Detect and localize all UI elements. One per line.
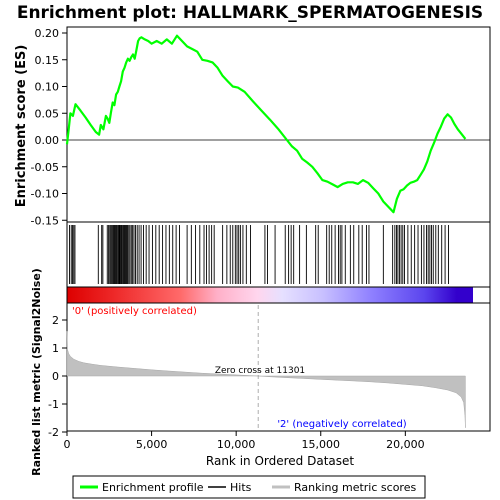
metric-y-axis: 2 1 0 -1 -2 [48,314,67,439]
metric-x-tick-label: 0 [64,438,71,451]
es-y-axis-label: Enrichment score (ES) [14,45,29,208]
metric-x-axis: 0 5,000 10,000 15,000 20,000 [64,431,425,451]
enrichment-profile-line [65,34,467,214]
es-y-tick-label: -0.10 [31,188,59,201]
negative-correlation-label: '2' (negatively correlated) [277,419,406,430]
metric-y-tick-label: -1 [48,398,59,411]
legend: Enrichment profile Hits Ranking metric s… [72,475,426,499]
metric-x-axis-label: Rank in Ordered Dataset [206,454,354,468]
metric-panel: 2 1 0 -1 -2 0 5,000 10,000 15,000 20,000 '0' (po… [30,268,491,476]
metric-y-tick-label: -2 [48,426,59,439]
metric-x-tick-label: 15,000 [302,438,341,451]
legend-label-enrichment: Enrichment profile [102,481,204,494]
metric-y-tick-label: 2 [52,314,59,327]
es-y-axis: 0.20 0.15 0.10 0.05 0.00 -0.05 -0.10 -0.15 [31,27,67,227]
metric-x-tick-label: 20,000 [386,438,425,451]
metric-frame [66,302,491,432]
metric-y-tick-label: 0 [52,370,59,383]
legend-box [72,475,426,499]
metric-y-tick-label: 1 [52,342,59,355]
es-y-tick-label: 0.15 [35,54,60,67]
metric-x-tick-label: 5,000 [136,438,168,451]
hits-panel [66,221,491,288]
es-y-tick-label: 0.00 [35,134,60,147]
zero-cross-label: Zero cross at 11301 [215,366,305,376]
positive-correlation-label: '0' (positively correlated) [72,306,197,317]
rank-heat-bar [67,287,473,303]
legend-label-metric: Ranking metric scores [294,481,416,494]
es-y-tick-label: 0.10 [35,81,60,94]
hit-marks [69,225,449,284]
es-panel: 0.20 0.15 0.10 0.05 0.00 -0.05 -0.10 -0.15 Enri… [14,26,491,227]
es-y-tick-label: 0.20 [35,27,60,40]
metric-x-tick-label: 10,000 [217,438,256,451]
es-plot-frame [66,26,491,223]
es-y-tick-label: 0.05 [35,107,60,120]
es-y-tick-label: -0.05 [31,161,59,174]
metric-y-axis-label: Ranked list metric (Signal2Noise) [30,268,43,476]
legend-label-hits: Hits [230,481,252,494]
es-y-tick-label: -0.15 [31,214,59,227]
chart-title: Enrichment plot: HALLMARK_SPERMATOGENESI… [17,3,483,23]
